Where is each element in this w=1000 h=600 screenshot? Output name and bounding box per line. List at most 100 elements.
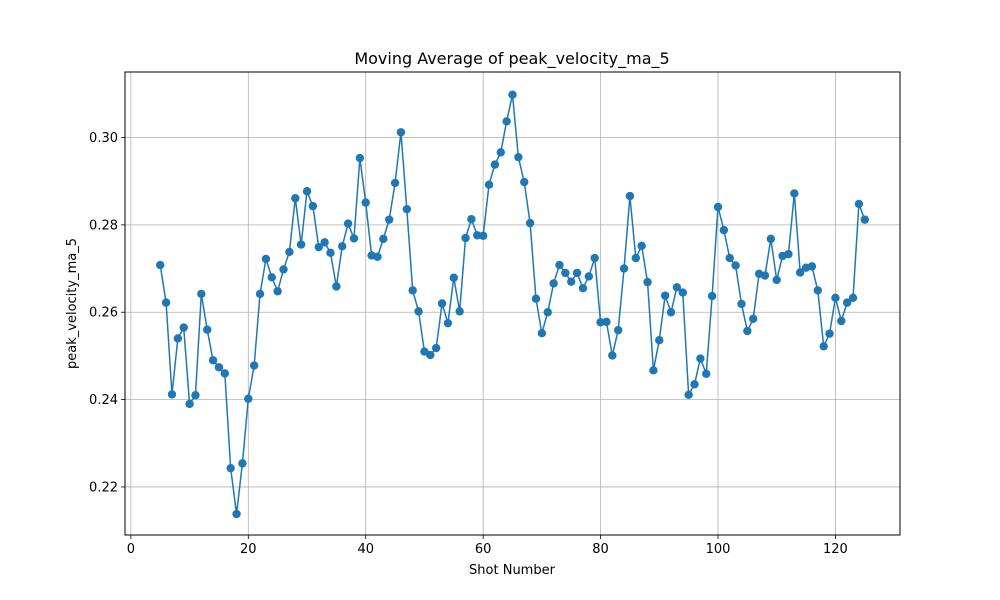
data-point xyxy=(285,247,294,257)
data-point xyxy=(702,369,711,379)
data-point xyxy=(167,390,177,399)
data-point xyxy=(156,260,165,270)
data-point xyxy=(191,391,200,400)
x-tick-label: 0 xyxy=(127,542,135,557)
data-point xyxy=(267,273,276,282)
data-point xyxy=(238,459,247,468)
data-point xyxy=(426,350,435,360)
data-point xyxy=(379,234,388,244)
data-point xyxy=(385,215,394,224)
y-tick-label: 0.26 xyxy=(89,306,118,321)
data-point xyxy=(672,283,682,292)
y-tick-label: 0.30 xyxy=(89,131,118,146)
data-point xyxy=(842,298,852,307)
data-point xyxy=(214,363,224,372)
data-point xyxy=(637,241,646,251)
data-point xyxy=(455,307,464,316)
data-point xyxy=(514,152,523,162)
data-point xyxy=(349,234,359,243)
data-point xyxy=(684,390,693,399)
plot-area-frame xyxy=(124,71,901,536)
data-point xyxy=(390,178,400,188)
data-point xyxy=(631,253,640,263)
data-point xyxy=(660,291,670,300)
data-point xyxy=(361,198,370,207)
data-point xyxy=(590,253,599,263)
data-point xyxy=(226,463,235,473)
data-point xyxy=(320,238,329,247)
data-point xyxy=(584,272,594,281)
data-point xyxy=(431,343,441,353)
series-group xyxy=(156,90,869,519)
data-point xyxy=(725,253,734,263)
data-point xyxy=(396,128,406,137)
series-line xyxy=(159,93,866,515)
data-point xyxy=(443,318,453,328)
y-tick-label: 0.22 xyxy=(89,480,118,495)
data-point xyxy=(373,252,382,261)
data-point xyxy=(696,354,705,363)
data-point xyxy=(249,361,259,370)
data-point xyxy=(332,282,341,291)
data-point xyxy=(343,219,353,228)
chart-title: Moving Average of peak_velocity_ma_5 xyxy=(354,49,669,69)
data-point xyxy=(437,299,447,308)
y-tick-label: 0.24 xyxy=(89,393,118,408)
data-point xyxy=(279,265,288,274)
data-point xyxy=(602,317,611,327)
data-point xyxy=(713,202,723,212)
data-point xyxy=(743,326,752,336)
x-tick-label: 40 xyxy=(357,542,374,557)
data-point xyxy=(273,287,282,296)
data-point xyxy=(619,264,629,273)
data-point xyxy=(308,201,318,211)
data-point xyxy=(232,509,241,519)
data-point xyxy=(749,314,758,323)
data-point xyxy=(795,268,805,277)
data-point xyxy=(208,356,218,365)
grid xyxy=(125,72,900,535)
data-point xyxy=(719,225,729,235)
data-point xyxy=(326,248,335,258)
data-point xyxy=(314,242,323,252)
data-point xyxy=(478,231,488,240)
data-point xyxy=(649,366,658,375)
data-point xyxy=(461,233,470,243)
x-tick-label: 100 xyxy=(706,542,731,557)
data-point xyxy=(543,308,552,317)
data-point xyxy=(707,291,717,301)
data-point xyxy=(655,335,664,345)
data-point xyxy=(408,286,417,295)
data-point xyxy=(578,284,588,293)
data-point xyxy=(813,286,822,295)
data-point xyxy=(731,261,740,270)
data-point xyxy=(567,277,576,286)
data-point xyxy=(338,242,347,251)
data-point xyxy=(531,294,541,303)
data-point xyxy=(520,177,529,187)
data-point xyxy=(291,194,300,203)
data-point xyxy=(197,289,206,299)
data-point xyxy=(784,249,793,259)
data-point xyxy=(244,394,253,403)
data-point xyxy=(296,240,306,249)
data-point xyxy=(690,380,699,389)
data-point xyxy=(837,316,846,326)
x-tick-label: 120 xyxy=(823,542,848,557)
data-point xyxy=(678,288,687,297)
data-point xyxy=(555,260,564,270)
x-tick-label: 20 xyxy=(240,542,257,557)
data-point xyxy=(414,307,423,316)
x-tick-label: 80 xyxy=(592,542,609,557)
data-point xyxy=(449,273,458,282)
data-point xyxy=(643,277,652,287)
data-point xyxy=(772,275,781,285)
data-point xyxy=(484,180,494,189)
data-point xyxy=(760,271,770,280)
data-point xyxy=(819,342,828,351)
x-axis-label: Shot Number xyxy=(469,563,556,578)
data-point xyxy=(467,215,476,224)
y-axis-label: peak_velocity_ma_5 xyxy=(65,238,80,369)
